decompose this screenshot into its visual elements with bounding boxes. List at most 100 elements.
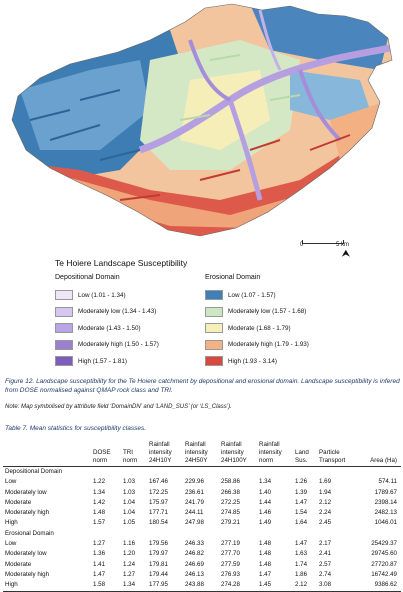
- table-cell: 1.48: [259, 540, 272, 548]
- table-cell: 27720.87: [371, 560, 397, 568]
- table-cell: 1.94: [319, 488, 332, 496]
- legend-swatch: [205, 323, 223, 334]
- table-cell: 229.96: [185, 478, 204, 486]
- legend-label: Low (1.07 - 1.57): [228, 291, 276, 299]
- table-cell: 1.22: [93, 478, 106, 486]
- table-cell: 1.48: [93, 509, 106, 517]
- table-cell: 1.40: [259, 488, 272, 496]
- table-cell: 177.95: [147, 580, 183, 592]
- row-label: Moderate: [5, 560, 32, 568]
- table-cell: 29745.60: [371, 550, 397, 558]
- row-label: Low: [5, 540, 17, 548]
- legend-item: Moderate (1.68 - 1.79): [205, 320, 355, 337]
- table-cell: 2398.14: [374, 498, 397, 506]
- table-cell: 179.81: [149, 560, 168, 568]
- table-title: Table 7. Mean statistics for susceptibil…: [5, 425, 147, 432]
- table-section-row: Depositional Domain: [3, 467, 401, 478]
- table-cell: 172.25: [149, 488, 168, 496]
- table-row: Moderately low 1.36 1.20 179.97 246.82 277.70…: [3, 549, 401, 559]
- table-cell: 1.57: [93, 519, 106, 527]
- table-cell: 1.54: [295, 509, 308, 517]
- row-label: High: [5, 519, 18, 527]
- table-cell: 1789.67: [374, 488, 397, 496]
- legend-heading-erosional: Erosional Domain: [205, 274, 261, 281]
- legend-label: Moderate (1.68 - 1.79): [228, 324, 291, 332]
- section-label: Erosional Domain: [5, 529, 54, 537]
- column-header: Land Sus.: [293, 437, 317, 467]
- table-cell: 241.79: [185, 498, 204, 506]
- column-header: Rainfall intensity 24H10Y: [147, 437, 183, 467]
- figure-caption: Figure 12. Landscape susceptibility for …: [5, 378, 400, 394]
- table-cell: 1.49: [259, 519, 272, 527]
- legend-item: Moderately low (1.57 - 1.68): [205, 304, 355, 321]
- row-label: Moderately low: [5, 488, 47, 496]
- table-cell: 1.39: [295, 488, 308, 496]
- table-cell: 1.45: [257, 580, 293, 592]
- table-cell: 1.69: [319, 478, 332, 486]
- table-row: Moderate 1.41 1.24 179.81 246.69 277.59 1.48 1.…: [3, 560, 401, 570]
- row-label: Moderately high: [5, 509, 50, 517]
- column-header: Area (Ha): [351, 437, 401, 467]
- table-cell: 277.70: [221, 550, 240, 558]
- statistics-table: DOSE norm TRI norm Rainfall intensity 24…: [3, 437, 401, 592]
- table-row: Low 1.27 1.16 179.56 246.33 277.19 1.48 1.47 2.1…: [3, 539, 401, 549]
- table-cell: 2.45: [319, 519, 332, 527]
- legend-label: Moderate (1.43 - 1.50): [78, 324, 141, 332]
- table-cell: 1.47: [295, 540, 308, 548]
- table-cell: 279.21: [221, 519, 240, 527]
- table-row: Moderately high 1.48 1.04 177.71 244.11 274.8…: [3, 508, 401, 518]
- table-cell: 236.61: [185, 488, 204, 496]
- column-header: Rainfall intensity 24H50Y: [183, 437, 219, 467]
- table-cell: 2.17: [319, 540, 332, 548]
- legend-heading-depositional: Depositional Domain: [55, 274, 120, 281]
- table-cell: 179.56: [149, 540, 168, 548]
- table-cell: 258.86: [221, 478, 240, 486]
- legend-depositional: Depositional Domain Low (1.01 - 1.34) Mo…: [55, 274, 205, 370]
- legend-item: Moderately low (1.34 - 1.43): [55, 304, 205, 321]
- legend-label: Moderately low (1.57 - 1.68): [228, 308, 307, 316]
- legend-label: High (1.93 - 3.14): [228, 357, 278, 365]
- table-cell: 266.38: [221, 488, 240, 496]
- table-cell: 1.34: [259, 478, 272, 486]
- legend-label: Moderately high (1.50 - 1.57): [78, 341, 159, 349]
- table-cell: 1.16: [123, 540, 136, 548]
- scale-bar: 0 5 km: [300, 238, 370, 254]
- table-cell: 1.48: [259, 560, 272, 568]
- table-cell: 1.46: [259, 509, 272, 517]
- legend-label: High (1.57 - 1.81): [78, 357, 128, 365]
- table-cell: 2.57: [319, 560, 332, 568]
- legend-swatch: [205, 356, 223, 367]
- row-label: Moderately low: [5, 550, 47, 558]
- legend-swatch: [205, 290, 223, 301]
- column-header: Rainfall intensity norm: [257, 437, 293, 467]
- legend-item: Low (1.01 - 1.34): [55, 287, 205, 304]
- table-cell: 574.11: [378, 478, 397, 486]
- table-cell: 1.48: [259, 550, 272, 558]
- table-cell: 1.58: [91, 580, 121, 592]
- figure-note: Note: Map symbolised by attribute field …: [5, 404, 232, 410]
- table-cell: 1.74: [295, 560, 308, 568]
- table-cell: 9386.62: [351, 580, 401, 592]
- table-cell: 277.59: [221, 560, 240, 568]
- legend-swatch: [205, 306, 223, 317]
- legend-item: Moderately high (1.79 - 1.93): [205, 337, 355, 354]
- table-cell: 1.34: [93, 488, 106, 496]
- table-cell: 2.41: [319, 550, 332, 558]
- column-header: Rainfall intensity 24H100Y: [219, 437, 257, 467]
- table-cell: 1.34: [121, 580, 147, 592]
- table-row: High 1.58 1.34 177.95 243.88 274.28 1.45 2.12 3.…: [3, 580, 401, 592]
- legend-item: Low (1.07 - 1.57): [205, 287, 355, 304]
- legend-label: Low (1.01 - 1.34): [78, 291, 126, 299]
- section-label: Depositional Domain: [5, 468, 63, 475]
- table-cell: 1.03: [123, 478, 136, 486]
- legend-swatch: [55, 306, 73, 317]
- column-header: DOSE norm: [91, 437, 121, 467]
- table-header-row: DOSE norm TRI norm Rainfall intensity 24…: [3, 437, 401, 467]
- row-label: High: [3, 580, 91, 592]
- table-cell: 1.03: [123, 488, 136, 496]
- row-label: Moderate: [5, 498, 32, 506]
- table-cell: 175.97: [149, 498, 168, 506]
- table-cell: 1.20: [123, 550, 136, 558]
- table-cell: 167.46: [149, 478, 168, 486]
- table-cell: 25429.37: [371, 540, 397, 548]
